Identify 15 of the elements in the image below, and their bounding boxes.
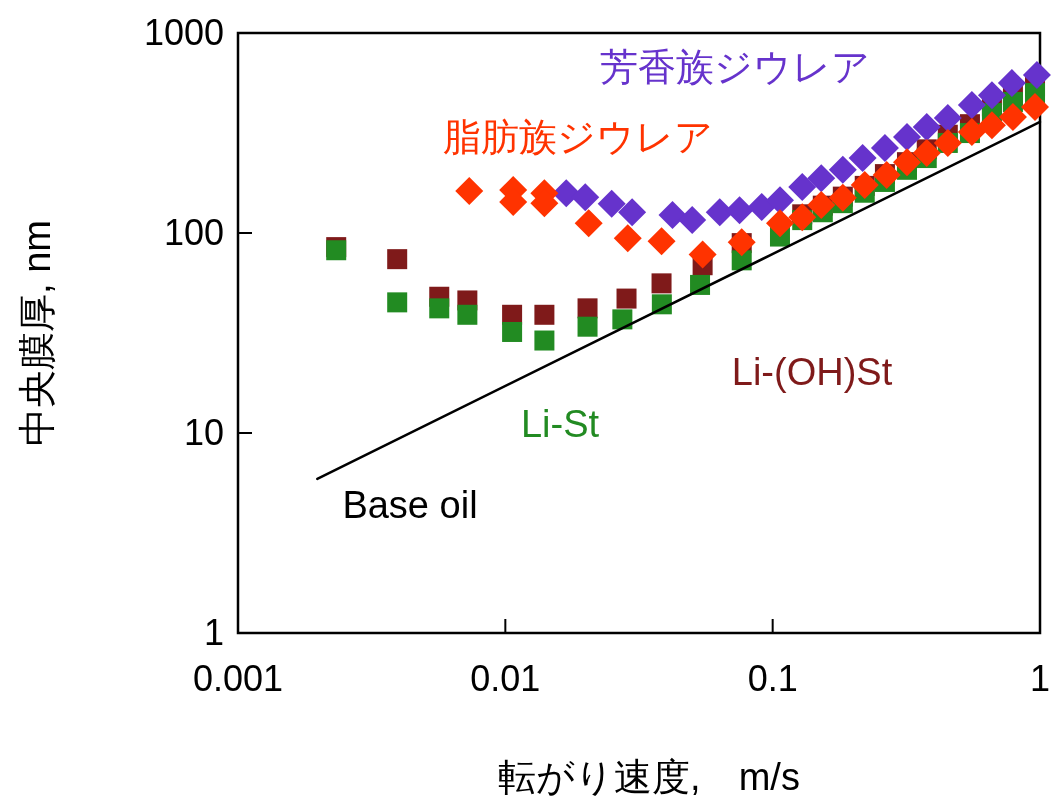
x-tick-label: 1 <box>1029 658 1051 699</box>
series-label: Base oil <box>342 484 478 526</box>
x-axis-title: 転がり速度, m/s <box>498 756 800 798</box>
series-label: Li-St <box>520 403 600 445</box>
x-tick-label: 0.01 <box>470 658 541 699</box>
series-label: 芳香族ジウレア <box>600 46 870 88</box>
text: Li-(OH)St <box>731 351 893 393</box>
x-tick-label: 0.001 <box>192 658 284 699</box>
series-label: 脂肪族ジウレア <box>443 116 713 158</box>
y-tick-label: 1 <box>203 612 224 653</box>
y-tick-label: 10 <box>183 412 224 453</box>
y-tick-label: 1000 <box>143 12 224 53</box>
y-tick-label: 100 <box>163 212 224 253</box>
x-tick-label: 0.1 <box>747 658 798 699</box>
y-axis-title: 中央膜厚, nm <box>16 220 58 446</box>
